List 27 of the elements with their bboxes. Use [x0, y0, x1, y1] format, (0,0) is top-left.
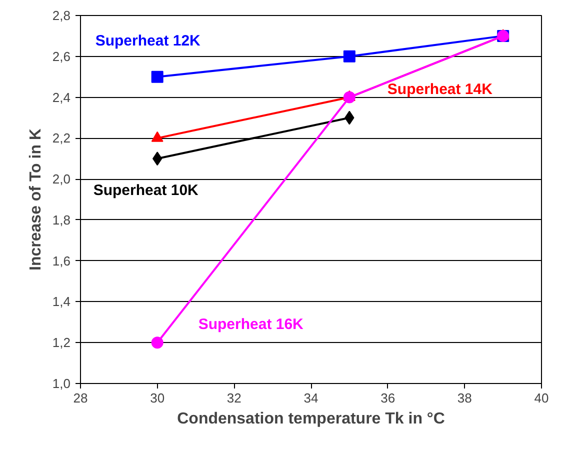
x-tick-label: 34 [304, 390, 318, 406]
y-tick-label: 1,0 [52, 376, 71, 391]
series-label: Superheat 14K [387, 80, 493, 98]
y-axis-title: Increase of To in K [27, 128, 44, 270]
x-tick-label: 32 [226, 390, 242, 406]
y-tick-label: 2,4 [52, 90, 71, 105]
x-tick-label: 40 [534, 390, 549, 406]
point [151, 70, 164, 83]
x-tick-label: 36 [380, 390, 396, 406]
series-label: Superheat 10K [93, 182, 199, 200]
series-label: Superheat 12K [95, 32, 201, 50]
y-tick-label: 1,2 [52, 335, 71, 350]
series-label: Superheat 16K [198, 316, 304, 334]
point [343, 50, 356, 62]
x-tick-label: 28 [73, 390, 88, 406]
x-tick-label: 30 [150, 390, 165, 406]
x-axis-title: Condensation temperature Tk in °C [177, 410, 446, 428]
y-tick-label: 2,6 [52, 48, 71, 64]
y-tick-label: 1,8 [52, 212, 71, 228]
x-tick-label: 38 [457, 390, 472, 406]
y-tick-label: 1,6 [52, 253, 71, 268]
y-tick-label: 2,8 [52, 8, 71, 23]
point [343, 91, 356, 104]
y-tick-label: 2,2 [52, 130, 71, 146]
y-tick-label: 1,4 [52, 294, 71, 310]
y-tick-label: 2,0 [52, 172, 71, 187]
point [151, 336, 164, 349]
